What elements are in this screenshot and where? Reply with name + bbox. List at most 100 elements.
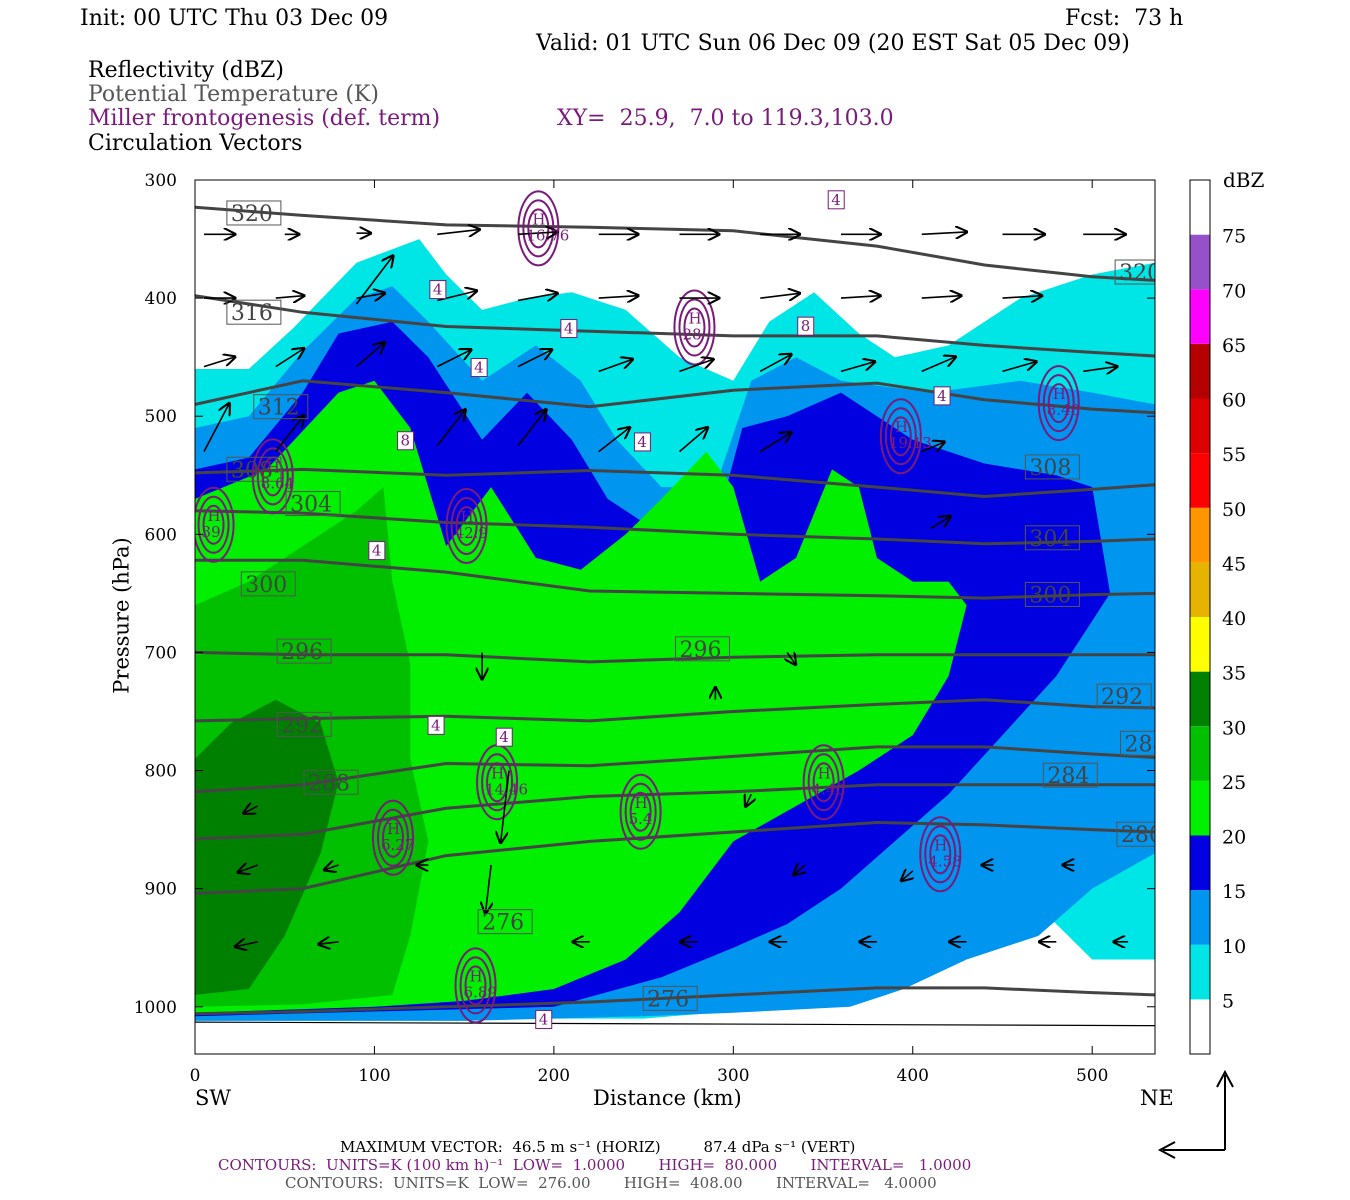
isentrope-label: 300 xyxy=(240,571,296,598)
svg-text:4: 4 xyxy=(372,542,382,560)
frontogenesis-contour xyxy=(629,791,652,832)
frontogenesis-maximum: H39 xyxy=(202,507,221,541)
frontogenesis-contour xyxy=(464,965,487,1006)
circulation-vector xyxy=(244,806,259,813)
circulation-vector xyxy=(203,357,235,368)
isentrope-276 xyxy=(195,986,1155,1016)
footer-contours-frontogenesis: CONTOURS: UNITS=K (100 km h)⁻¹ LOW= 1.00… xyxy=(218,1156,972,1174)
svg-text:6.27: 6.27 xyxy=(381,836,414,854)
colorbar-swatch xyxy=(1190,180,1210,235)
frontogenesis-label: 4 xyxy=(495,727,513,747)
frontogenesis-maximum: H6.89 xyxy=(464,967,497,1001)
frontogenesis-contour xyxy=(812,762,835,803)
circulation-vector xyxy=(598,428,630,453)
frontogenesis-contour xyxy=(884,407,917,466)
colorbar-swatch xyxy=(1190,890,1210,945)
svg-text:308: 308 xyxy=(231,458,273,483)
frontogenesis-contour xyxy=(1042,374,1075,433)
frontogenesis-contour xyxy=(1047,383,1070,424)
svg-text:4: 4 xyxy=(637,433,647,451)
frontogenesis-label: 4 xyxy=(368,541,386,561)
svg-text:320: 320 xyxy=(231,202,273,227)
frontogenesis-contour xyxy=(445,487,488,564)
circulation-vector xyxy=(436,410,465,447)
frontogenesis-label: 8 xyxy=(397,431,415,451)
isentrope-288 xyxy=(195,745,1155,794)
x-tick-label: 400 xyxy=(897,1066,929,1086)
x-tick-label: 0 xyxy=(190,1066,201,1086)
frontogenesis-maximum: H8.64 xyxy=(261,458,294,492)
isentrope-label: 276 xyxy=(477,909,533,936)
isentrope-label: 300 xyxy=(1024,581,1080,608)
circulation-vector xyxy=(759,432,791,453)
circulation-vector xyxy=(235,942,258,947)
y-tick-label: 1000 xyxy=(134,998,177,1018)
svg-text:H: H xyxy=(461,508,474,526)
frontogenesis-contour xyxy=(382,817,404,858)
circulation-vector xyxy=(678,428,707,453)
frontogenesis-label: 4 xyxy=(427,715,445,735)
frontogenesis-maximum: H6.27 xyxy=(381,820,414,854)
svg-text:H: H xyxy=(934,836,947,854)
svg-text:292: 292 xyxy=(281,713,323,738)
x-axis-title: Distance (km) xyxy=(593,1086,742,1110)
colorbar-level-label: 10 xyxy=(1222,936,1246,958)
isentrope-label: 288 xyxy=(1119,730,1166,757)
svg-text:4: 4 xyxy=(433,281,443,299)
svg-text:288: 288 xyxy=(1124,732,1166,757)
circulation-vector xyxy=(679,359,713,373)
svg-text:39: 39 xyxy=(202,523,221,541)
circulation-vector xyxy=(275,416,304,453)
colorbar-swatch xyxy=(1190,453,1210,508)
svg-text:6.89: 6.89 xyxy=(464,983,497,1001)
footer-contours-theta: CONTOURS: UNITS=K LOW= 276.00 HIGH= 408.… xyxy=(285,1174,937,1192)
isentrope-312 xyxy=(195,379,1155,415)
frontogenesis-maximum: H4.58 xyxy=(928,836,961,870)
colorbar: 5 10 15 20 25 30 35 40 45 50 55 60 65 70 75 xyxy=(1189,179,1246,1055)
svg-text:300: 300 xyxy=(1029,583,1071,608)
circulation-vector xyxy=(325,865,339,870)
frontogenesis-maximum: H5.4 xyxy=(629,794,653,828)
circulation-vector xyxy=(921,442,944,453)
isentrope-308 xyxy=(195,467,1155,499)
frontogenesis-maximum: H42.9 xyxy=(455,508,488,542)
svg-text:H: H xyxy=(470,967,483,985)
colorbar-swatch xyxy=(1190,999,1210,1054)
y-tick-label: 600 xyxy=(145,525,177,545)
svg-text:292: 292 xyxy=(1101,685,1143,710)
isentrope-label: 320 xyxy=(1114,259,1155,286)
isentrope-label: 320 xyxy=(226,200,282,227)
svg-text:8.48: 8.48 xyxy=(1047,401,1080,419)
colorbar-level-label: 60 xyxy=(1222,390,1246,412)
frontogenesis-contour xyxy=(251,438,294,515)
frontogenesis-contour xyxy=(673,289,716,366)
circulation-vector xyxy=(840,362,875,373)
svg-text:H: H xyxy=(895,418,908,436)
frontogenesis-contour xyxy=(455,505,478,546)
svg-text:4: 4 xyxy=(431,716,441,734)
y-tick-label: 700 xyxy=(145,643,177,663)
x-axis-left-end: SW xyxy=(195,1086,231,1110)
valid-time: Valid: 01 UTC Sun 06 Dec 09 (20 EST Sat … xyxy=(536,31,1130,56)
isentrope-label: 292 xyxy=(1096,683,1152,710)
svg-text:288: 288 xyxy=(308,771,350,796)
circulation-vector xyxy=(746,794,752,806)
circulation-vector xyxy=(921,232,967,234)
colorbar-level-label: 50 xyxy=(1222,499,1246,521)
circulation-vector xyxy=(275,349,304,368)
y-tick-label: 500 xyxy=(145,407,177,427)
colorbar-unit: dBZ xyxy=(1223,168,1265,192)
svg-text:H: H xyxy=(635,794,648,812)
svg-text:H: H xyxy=(818,764,831,782)
frontogenesis-contour xyxy=(481,753,514,812)
svg-text:H: H xyxy=(208,507,221,525)
x-tick-label: 200 xyxy=(538,1066,570,1086)
isentrope-label: 296 xyxy=(276,638,332,665)
frontogenesis-contour xyxy=(619,773,662,850)
svg-text:16.76: 16.76 xyxy=(526,226,569,244)
circulation-vector xyxy=(794,865,805,875)
circulation-vector xyxy=(1002,296,1041,298)
circulation-vector xyxy=(787,652,795,664)
svg-text:4: 4 xyxy=(831,191,841,209)
frontogenesis-label: 4 xyxy=(560,319,578,339)
